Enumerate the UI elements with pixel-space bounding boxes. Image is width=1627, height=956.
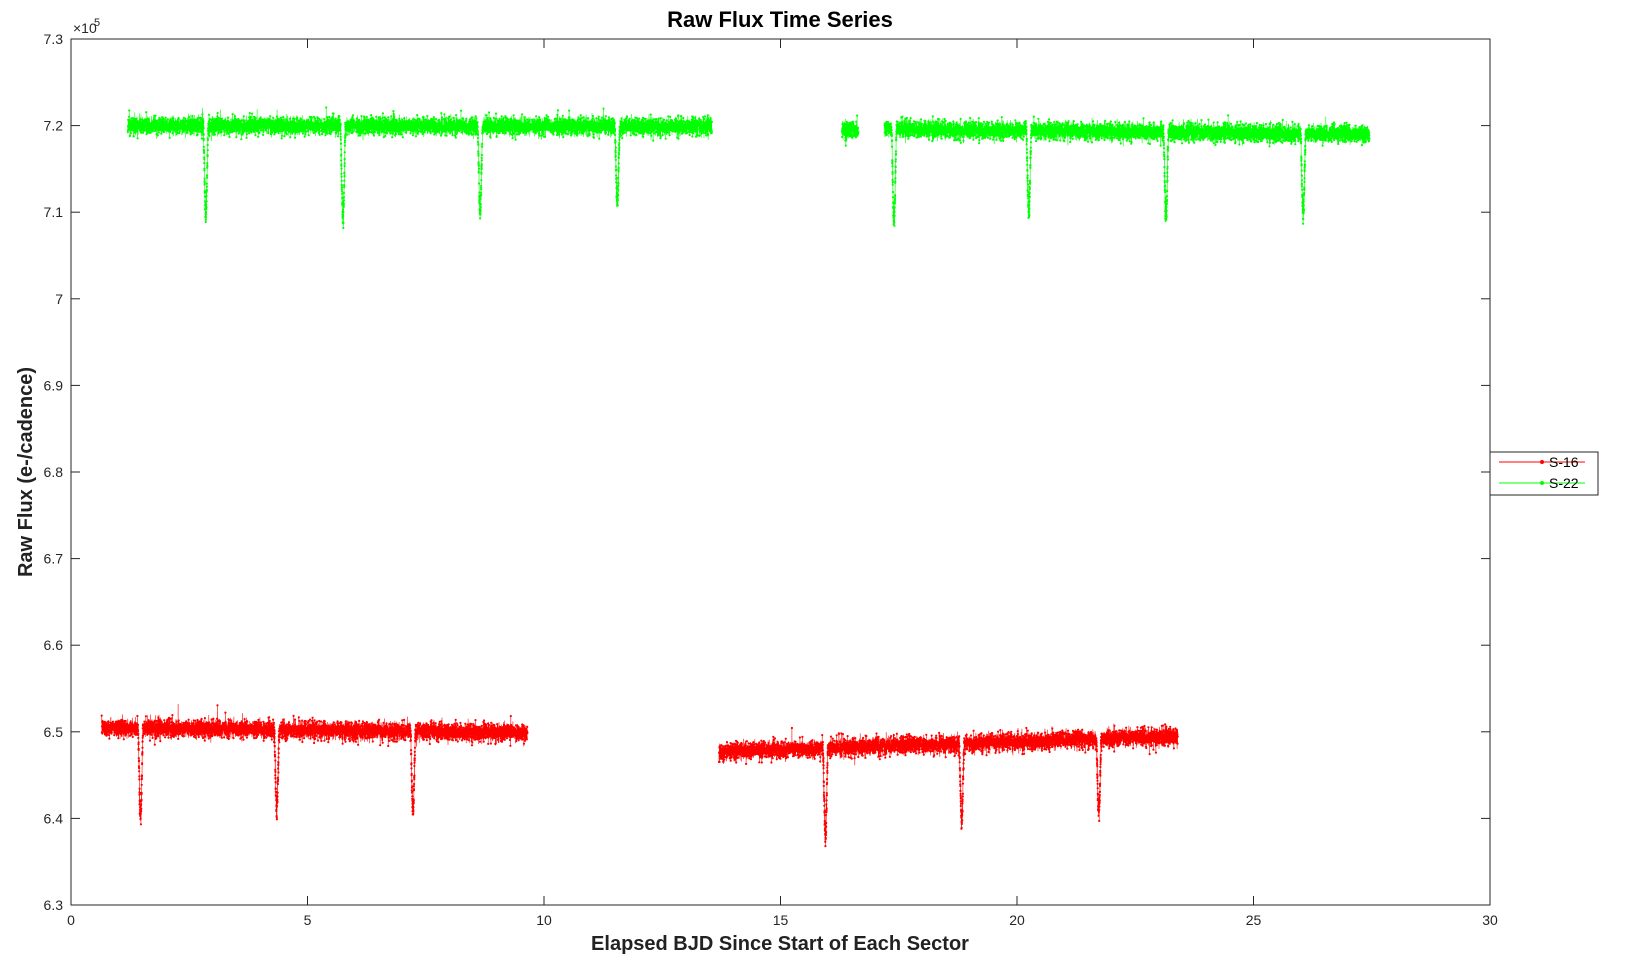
legend: S-16 S-22 <box>1489 451 1599 496</box>
y-tick-label: 6.3 <box>44 897 64 913</box>
x-tick-label: 5 <box>304 912 312 928</box>
chart-title: Raw Flux Time Series <box>667 7 893 32</box>
y-tick-label: 7.2 <box>44 118 64 134</box>
legend-box <box>1489 451 1599 496</box>
x-tick-label: 30 <box>1482 912 1498 928</box>
series-layer <box>100 106 1371 848</box>
y-axis-exponent: ×10 5 <box>73 17 100 36</box>
x-tick-label: 25 <box>1246 912 1262 928</box>
y-tick-label: 6.7 <box>44 551 64 567</box>
legend-label-s16: S-16 <box>1549 454 1579 470</box>
x-tick-label: 20 <box>1009 912 1025 928</box>
exponent-base: ×10 <box>73 20 97 36</box>
y-tick-label: 7 <box>55 291 63 307</box>
y-tick-label: 7.1 <box>44 204 64 220</box>
y-axis-label: Raw Flux (e-/cadence) <box>15 367 37 577</box>
x-axis-ticks: 0 5 10 15 20 25 30 <box>67 39 1498 928</box>
exponent-power: 5 <box>94 17 100 29</box>
y-tick-label: 6.5 <box>44 724 64 740</box>
y-tick-label: 6.6 <box>44 637 64 653</box>
plot-area <box>70 38 1491 906</box>
x-tick-label: 15 <box>773 912 789 928</box>
series-s-16 <box>100 703 1179 848</box>
series-points-s-22-segment-1 <box>840 114 860 147</box>
y-axis-ticks: 6.3 6.4 6.5 6.6 6.7 6.8 6.9 7 7.1 7.2 7.3 <box>44 31 1490 913</box>
legend-label-s22: S-22 <box>1549 475 1579 491</box>
series-points-s-16-segment-0 <box>100 704 529 826</box>
y-tick-label: 6.8 <box>44 464 64 480</box>
series-points-s-16-segment-1 <box>717 723 1179 848</box>
x-tick-label: 0 <box>67 912 75 928</box>
y-tick-label: 7.3 <box>44 31 64 47</box>
legend-marker-s16 <box>1540 460 1544 464</box>
series-s-22 <box>126 106 1371 230</box>
series-points-s-22-segment-2 <box>883 114 1371 227</box>
y-tick-label: 6.9 <box>44 377 64 393</box>
y-tick-label: 6.4 <box>44 810 64 826</box>
x-tick-label: 10 <box>536 912 552 928</box>
legend-marker-s22 <box>1540 481 1544 485</box>
x-axis-label: Elapsed BJD Since Start of Each Sector <box>591 933 969 955</box>
series-points-s-22-segment-0 <box>126 106 714 230</box>
